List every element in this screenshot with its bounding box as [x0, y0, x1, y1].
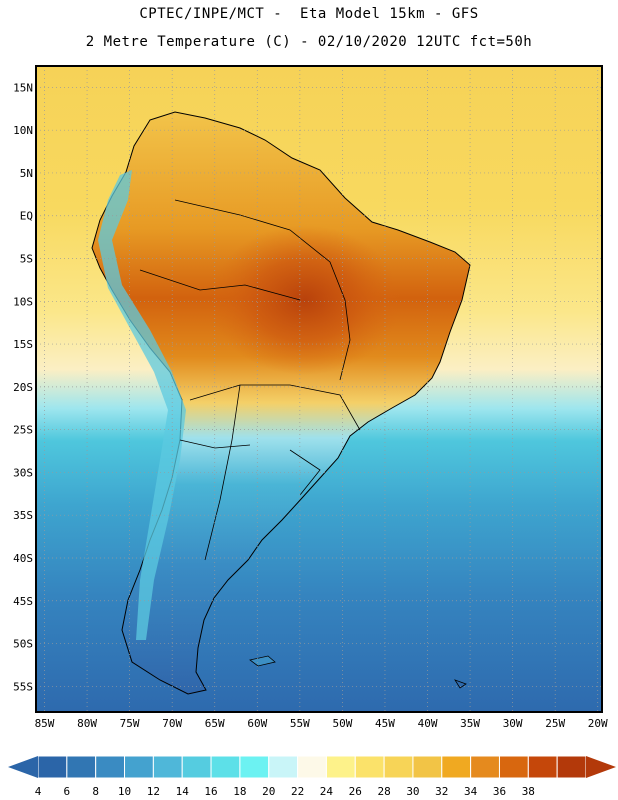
longitude-label: 45W: [375, 717, 395, 730]
colorbar-label: 36: [493, 785, 506, 798]
colorbar-swatch: [66, 755, 97, 779]
colorbar-label: 8: [92, 785, 99, 798]
colorbar-swatch: [470, 755, 500, 779]
colorbar-high-arrow: [586, 756, 616, 778]
latitude-label: 45S: [13, 595, 33, 608]
longitude-label: 85W: [35, 717, 55, 730]
latitude-label: 5N: [20, 167, 33, 180]
colorbar: 4 6 8 10 12 14 16 18 20 22 24 26 28 30 32 34 36 38: [8, 755, 616, 798]
latitude-label: 5S: [20, 253, 33, 266]
longitude-label: 65W: [205, 717, 225, 730]
longitude-label: 60W: [247, 717, 267, 730]
latitude-label: 15N: [13, 81, 33, 94]
latitude-label: 35S: [13, 509, 33, 522]
colorbar-low-arrow: [8, 756, 38, 778]
colorbar-swatch: [412, 755, 443, 779]
colorbar-label: 18: [233, 785, 246, 798]
colorbar-swatch: [441, 755, 472, 779]
colorbar-label: 6: [64, 785, 71, 798]
colorbar-label: 16: [204, 785, 217, 798]
latitude-label: 10N: [13, 124, 33, 137]
map-frame: [35, 65, 603, 713]
map-title-line-1: CPTEC/INPE/MCT - Eta Model 15km - GFS: [139, 6, 479, 22]
colorbar-swatch: [95, 755, 126, 779]
colorbar-swatch: [210, 755, 241, 779]
longitude-label: 40W: [418, 717, 438, 730]
colorbar-label: 30: [406, 785, 419, 798]
colorbar-swatch: [383, 755, 414, 779]
longitude-label: 20W: [588, 717, 608, 730]
colorbar-label: 22: [291, 785, 304, 798]
colorbar-label: 12: [147, 785, 160, 798]
colorbar-swatch: [556, 755, 587, 779]
colorbar-label: 24: [320, 785, 334, 798]
colorbar-label: 26: [349, 785, 362, 798]
colorbar-label: 28: [377, 785, 390, 798]
latitude-label: 20S: [13, 381, 33, 394]
longitude-label: 25W: [545, 717, 565, 730]
colorbar-label: 10: [118, 785, 131, 798]
colorbar-labels: 4 6 8 10 12 14 16 18 20 22 24 26 28 30 32 34 36 38: [35, 785, 535, 798]
colorbar-swatch: [325, 755, 356, 779]
colorbar-swatch: [37, 755, 68, 779]
latitude-label: 10S: [13, 295, 33, 308]
hot-core-region: [210, 225, 400, 375]
latitude-label: EQ: [20, 210, 33, 223]
colorbar-swatch: [527, 755, 558, 779]
latitude-label: 30S: [13, 466, 33, 479]
colorbar-swatch: [268, 755, 299, 779]
colorbar-label: 32: [435, 785, 448, 798]
colorbar-label: 14: [176, 785, 190, 798]
latitude-labels: 15N 10N 5N EQ 5S 10S 15S 20S 25S 30S 35S 40S 45S 50S 5…: [13, 81, 33, 693]
colorbar-swatch: [354, 755, 385, 779]
colorbar-swatch: [181, 755, 212, 779]
colorbar-swatches: [37, 755, 587, 779]
latitude-label: 25S: [13, 424, 33, 437]
colorbar-swatch: [297, 755, 327, 779]
longitude-label: 55W: [290, 717, 310, 730]
colorbar-swatch: [239, 755, 270, 779]
latitude-label: 55S: [13, 680, 33, 693]
colorbar-swatch: [124, 755, 154, 779]
longitude-label: 50W: [332, 717, 352, 730]
longitude-label: 30W: [503, 717, 523, 730]
colorbar-label: 38: [522, 785, 535, 798]
longitude-label: 75W: [120, 717, 140, 730]
latitude-label: 40S: [13, 552, 33, 565]
colorbar-swatch: [152, 755, 183, 779]
south-georgia-island: [454, 679, 467, 689]
latitude-label: 15S: [13, 338, 33, 351]
longitude-label: 70W: [162, 717, 182, 730]
latitude-label: 50S: [13, 638, 33, 651]
colorbar-label: 20: [262, 785, 275, 798]
country-borders: [139, 199, 361, 561]
map-title-line-2: 2 Metre Temperature (C) - 02/10/2020 12U…: [85, 34, 533, 50]
temperature-map: 15N 10N 5N EQ 5S 10S 15S 20S 25S 30S 35S 40S 45S 50S 5…: [13, 65, 608, 730]
colorbar-swatch: [498, 755, 529, 779]
longitude-label: 80W: [77, 717, 97, 730]
colorbar-label: 34: [464, 785, 478, 798]
longitude-labels: 85W 80W 75W 70W 65W 60W 55W 50W 45W 40W 35W 30W 25W 2…: [35, 717, 608, 730]
andes-cool-ridge: [98, 170, 186, 640]
longitude-label: 35W: [460, 717, 480, 730]
falkland-islands: [249, 655, 276, 667]
colorbar-label: 4: [35, 785, 42, 798]
